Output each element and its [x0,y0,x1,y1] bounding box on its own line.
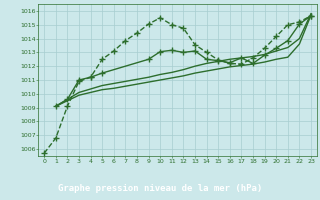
Text: Graphe pression niveau de la mer (hPa): Graphe pression niveau de la mer (hPa) [58,184,262,193]
